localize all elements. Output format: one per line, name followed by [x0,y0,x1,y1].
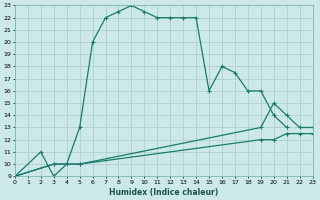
X-axis label: Humidex (Indice chaleur): Humidex (Indice chaleur) [109,188,218,197]
